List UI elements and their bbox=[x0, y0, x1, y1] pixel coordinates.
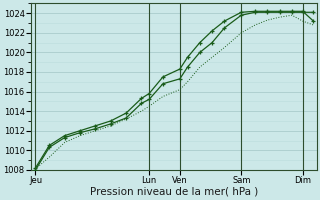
X-axis label: Pression niveau de la mer( hPa ): Pression niveau de la mer( hPa ) bbox=[90, 187, 258, 197]
